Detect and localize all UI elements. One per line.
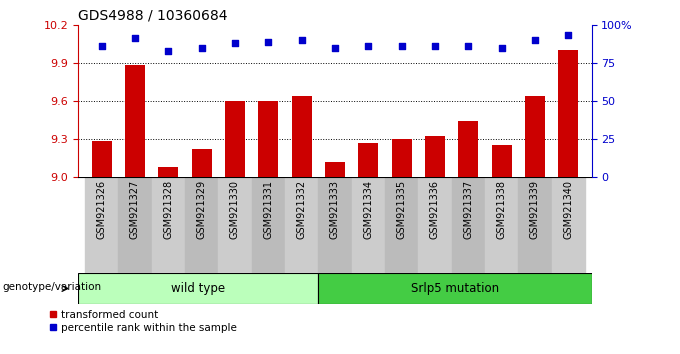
- Bar: [225, 101, 245, 177]
- Bar: [525, 96, 545, 177]
- Point: [363, 43, 374, 49]
- Bar: [558, 50, 578, 177]
- Bar: [452, 177, 485, 273]
- Bar: [152, 177, 185, 273]
- Bar: [425, 136, 445, 177]
- Text: GSM921326: GSM921326: [97, 180, 107, 239]
- Point: [229, 40, 240, 46]
- Bar: [92, 142, 112, 177]
- Point: [496, 45, 507, 50]
- Text: genotype/variation: genotype/variation: [2, 282, 101, 292]
- Point: [296, 37, 307, 43]
- Text: GSM921327: GSM921327: [130, 180, 140, 239]
- Bar: [492, 145, 511, 177]
- Text: GSM921338: GSM921338: [496, 180, 507, 239]
- Text: GSM921332: GSM921332: [296, 180, 307, 239]
- Point: [262, 39, 273, 44]
- Bar: [252, 177, 285, 273]
- Bar: [118, 177, 152, 273]
- Bar: [358, 143, 378, 177]
- Bar: [85, 177, 118, 273]
- Point: [530, 37, 541, 43]
- Bar: [352, 177, 385, 273]
- Bar: [258, 101, 278, 177]
- Bar: [185, 177, 218, 273]
- Text: Srlp5 mutation: Srlp5 mutation: [411, 282, 498, 295]
- Point: [163, 48, 173, 53]
- Bar: [285, 177, 318, 273]
- Legend: transformed count, percentile rank within the sample: transformed count, percentile rank withi…: [50, 310, 237, 333]
- Point: [463, 43, 474, 49]
- Bar: [78, 273, 318, 304]
- Text: GDS4988 / 10360684: GDS4988 / 10360684: [78, 8, 228, 22]
- Point: [196, 45, 207, 50]
- Bar: [485, 177, 518, 273]
- Bar: [392, 139, 411, 177]
- Text: GSM921340: GSM921340: [563, 180, 573, 239]
- Text: GSM921337: GSM921337: [463, 180, 473, 239]
- Text: GSM921334: GSM921334: [363, 180, 373, 239]
- Text: GSM921336: GSM921336: [430, 180, 440, 239]
- Bar: [292, 96, 311, 177]
- Bar: [192, 149, 211, 177]
- Bar: [418, 177, 452, 273]
- Text: GSM921328: GSM921328: [163, 180, 173, 239]
- Bar: [125, 65, 145, 177]
- Text: GSM921329: GSM921329: [197, 180, 207, 239]
- Text: GSM921330: GSM921330: [230, 180, 240, 239]
- Text: GSM921339: GSM921339: [530, 180, 540, 239]
- Bar: [518, 177, 551, 273]
- Point: [563, 33, 574, 38]
- Point: [430, 43, 441, 49]
- Text: wild type: wild type: [171, 282, 225, 295]
- Point: [396, 43, 407, 49]
- Bar: [325, 162, 345, 177]
- Text: GSM921333: GSM921333: [330, 180, 340, 239]
- Bar: [458, 121, 478, 177]
- Point: [329, 45, 340, 50]
- Bar: [551, 177, 585, 273]
- Bar: [318, 177, 352, 273]
- Point: [129, 36, 140, 41]
- Bar: [385, 177, 418, 273]
- Bar: [218, 177, 252, 273]
- Text: GSM921335: GSM921335: [396, 180, 407, 239]
- Bar: [318, 273, 592, 304]
- Text: GSM921331: GSM921331: [263, 180, 273, 239]
- Point: [96, 43, 107, 49]
- Bar: [158, 167, 178, 177]
